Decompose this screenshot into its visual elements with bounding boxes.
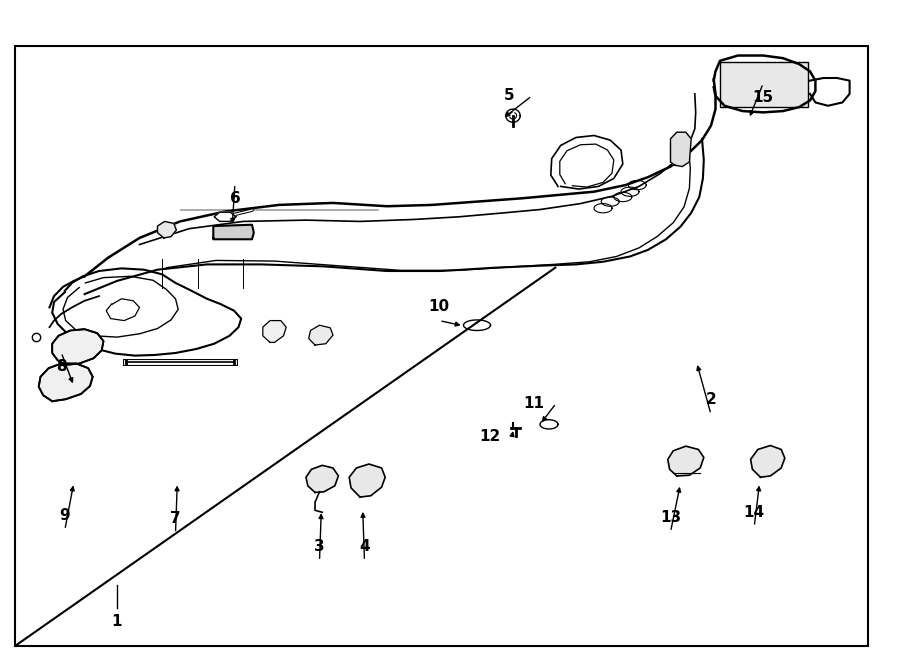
Polygon shape	[349, 464, 385, 497]
Polygon shape	[52, 329, 104, 365]
Text: 8: 8	[56, 360, 67, 374]
Text: 12: 12	[479, 429, 500, 444]
Polygon shape	[751, 446, 785, 477]
Text: 6: 6	[230, 191, 240, 206]
Polygon shape	[214, 212, 236, 221]
Text: 3: 3	[314, 539, 325, 554]
Polygon shape	[309, 325, 333, 345]
Polygon shape	[263, 321, 286, 342]
Polygon shape	[39, 364, 93, 401]
Text: 10: 10	[428, 299, 450, 313]
Polygon shape	[670, 132, 691, 167]
FancyBboxPatch shape	[720, 62, 808, 107]
Text: 13: 13	[660, 510, 681, 525]
Polygon shape	[551, 136, 623, 189]
Text: 9: 9	[59, 508, 70, 523]
Text: 11: 11	[523, 396, 544, 410]
Polygon shape	[306, 465, 338, 492]
Polygon shape	[668, 446, 704, 476]
Text: 14: 14	[743, 505, 765, 520]
Polygon shape	[158, 221, 176, 238]
Text: 1: 1	[112, 614, 122, 629]
Text: 2: 2	[706, 393, 716, 407]
Text: 5: 5	[504, 89, 515, 103]
Polygon shape	[213, 225, 254, 239]
Text: 7: 7	[170, 512, 181, 526]
Text: 15: 15	[752, 91, 774, 105]
Text: 4: 4	[359, 539, 370, 554]
